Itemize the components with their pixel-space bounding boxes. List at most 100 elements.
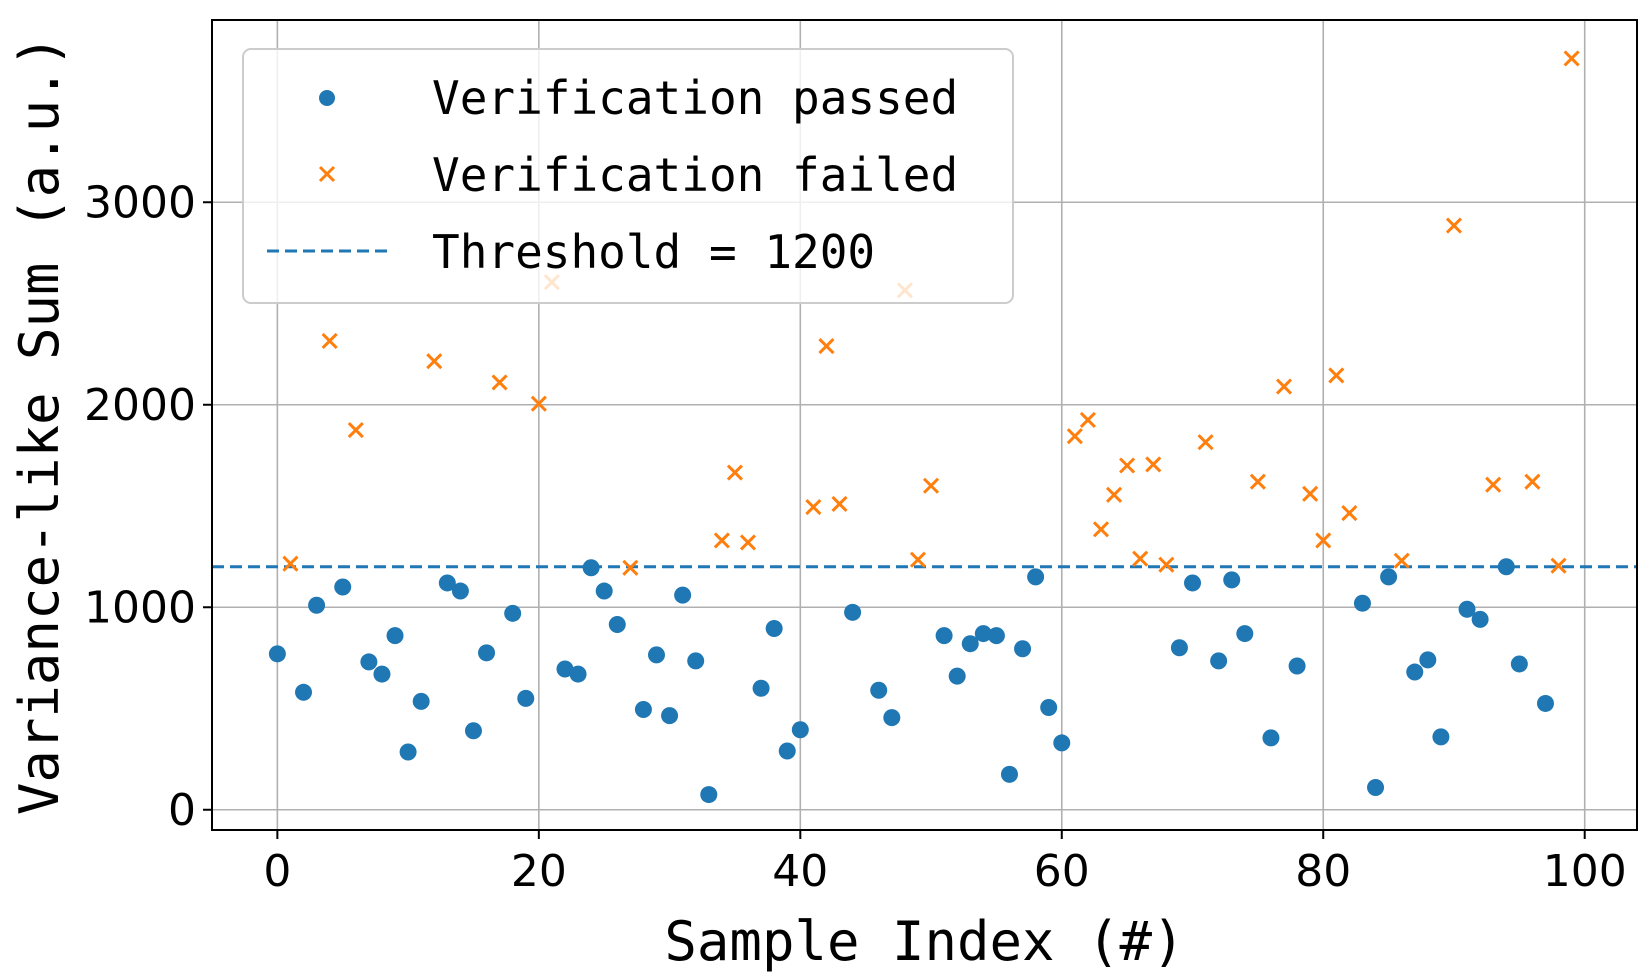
point-passed <box>674 586 692 604</box>
point-passed <box>412 692 430 710</box>
point-passed <box>791 721 809 739</box>
point-passed <box>1353 594 1371 612</box>
x-tick-label: 20 <box>511 846 567 897</box>
point-failed <box>922 477 940 494</box>
legend-label-failed: Verification failed <box>432 148 958 202</box>
point-passed <box>295 683 313 701</box>
point-failed <box>1445 217 1463 234</box>
point-passed <box>1419 651 1437 669</box>
point-passed <box>687 652 705 670</box>
point-failed <box>282 555 299 572</box>
point-passed <box>1000 765 1018 783</box>
point-passed <box>1040 698 1058 716</box>
point-passed <box>517 689 535 707</box>
point-failed <box>831 495 848 513</box>
point-failed <box>1563 50 1580 67</box>
legend-label-passed: Verification passed <box>432 71 958 125</box>
point-passed <box>464 722 482 740</box>
point-passed <box>1471 610 1489 628</box>
point-failed <box>1550 557 1567 574</box>
x-tick-label: 80 <box>1295 846 1351 897</box>
y-tick-label: 3000 <box>84 177 196 228</box>
point-failed <box>713 532 730 549</box>
point-failed <box>805 498 822 516</box>
point-passed <box>1014 640 1032 658</box>
point-failed <box>1302 485 1319 502</box>
point-passed <box>308 596 326 614</box>
legend: Verification passed Verification failed … <box>242 48 1014 304</box>
point-passed <box>1497 558 1515 576</box>
point-passed <box>870 681 888 699</box>
point-passed <box>661 707 679 725</box>
point-passed <box>595 582 613 600</box>
y-axis-title: Variance-like Sum (a.u.) <box>8 35 71 815</box>
point-passed <box>1380 568 1398 586</box>
point-passed <box>334 578 352 596</box>
point-passed <box>1027 568 1045 586</box>
point-passed <box>700 786 718 804</box>
point-passed <box>844 603 862 621</box>
x-axis-title: Sample Index (#) <box>664 910 1184 973</box>
point-failed <box>1275 378 1293 395</box>
y-tick-label: 1000 <box>84 582 196 633</box>
point-passed <box>1432 728 1450 746</box>
point-failed <box>1315 532 1332 549</box>
legend-marker-passed <box>319 90 335 106</box>
point-passed <box>569 665 587 683</box>
point-passed <box>1210 652 1228 670</box>
points-layer <box>268 50 1580 804</box>
point-failed <box>347 422 364 439</box>
point-passed <box>1170 639 1188 657</box>
point-passed <box>1288 657 1306 675</box>
point-passed <box>634 701 652 719</box>
point-failed <box>1079 411 1096 428</box>
point-failed <box>1393 552 1410 569</box>
point-passed <box>438 574 456 592</box>
point-passed <box>987 627 1005 645</box>
point-failed <box>1119 457 1136 474</box>
point-passed <box>1367 778 1385 796</box>
point-failed <box>321 332 338 350</box>
point-passed <box>1236 625 1254 643</box>
point-passed <box>647 646 665 664</box>
point-passed <box>948 667 966 685</box>
point-passed <box>373 665 391 683</box>
point-failed <box>739 534 757 551</box>
point-passed <box>1223 571 1241 589</box>
point-failed <box>426 353 443 370</box>
point-passed <box>386 627 404 645</box>
x-tick-label: 0 <box>263 846 291 897</box>
point-failed <box>1485 476 1502 493</box>
point-passed <box>608 615 626 633</box>
point-passed <box>935 627 953 645</box>
point-passed <box>1262 729 1280 747</box>
point-failed <box>1145 456 1162 473</box>
point-passed <box>360 653 378 671</box>
point-passed <box>451 582 469 600</box>
point-failed <box>530 395 547 412</box>
point-failed <box>1092 521 1110 538</box>
point-passed <box>268 645 286 663</box>
point-failed <box>1197 434 1214 451</box>
point-failed <box>1158 556 1175 573</box>
point-passed <box>582 559 600 577</box>
legend-label-threshold: Threshold = 1200 <box>432 225 875 279</box>
point-failed <box>726 464 743 481</box>
y-tick-label: 2000 <box>84 380 196 431</box>
point-passed <box>765 620 783 638</box>
plot-frame <box>211 19 1638 831</box>
point-passed <box>1510 655 1528 673</box>
point-passed <box>478 644 496 662</box>
point-failed <box>909 551 927 568</box>
point-failed <box>622 559 639 576</box>
point-failed <box>491 374 508 391</box>
point-passed <box>556 660 574 678</box>
point-passed <box>974 625 992 643</box>
legend-x-glyph <box>318 165 336 183</box>
point-failed <box>1341 505 1358 522</box>
point-passed <box>1184 574 1202 592</box>
point-passed <box>399 743 417 761</box>
x-tick-label: 40 <box>772 846 828 897</box>
point-failed <box>1132 550 1149 567</box>
